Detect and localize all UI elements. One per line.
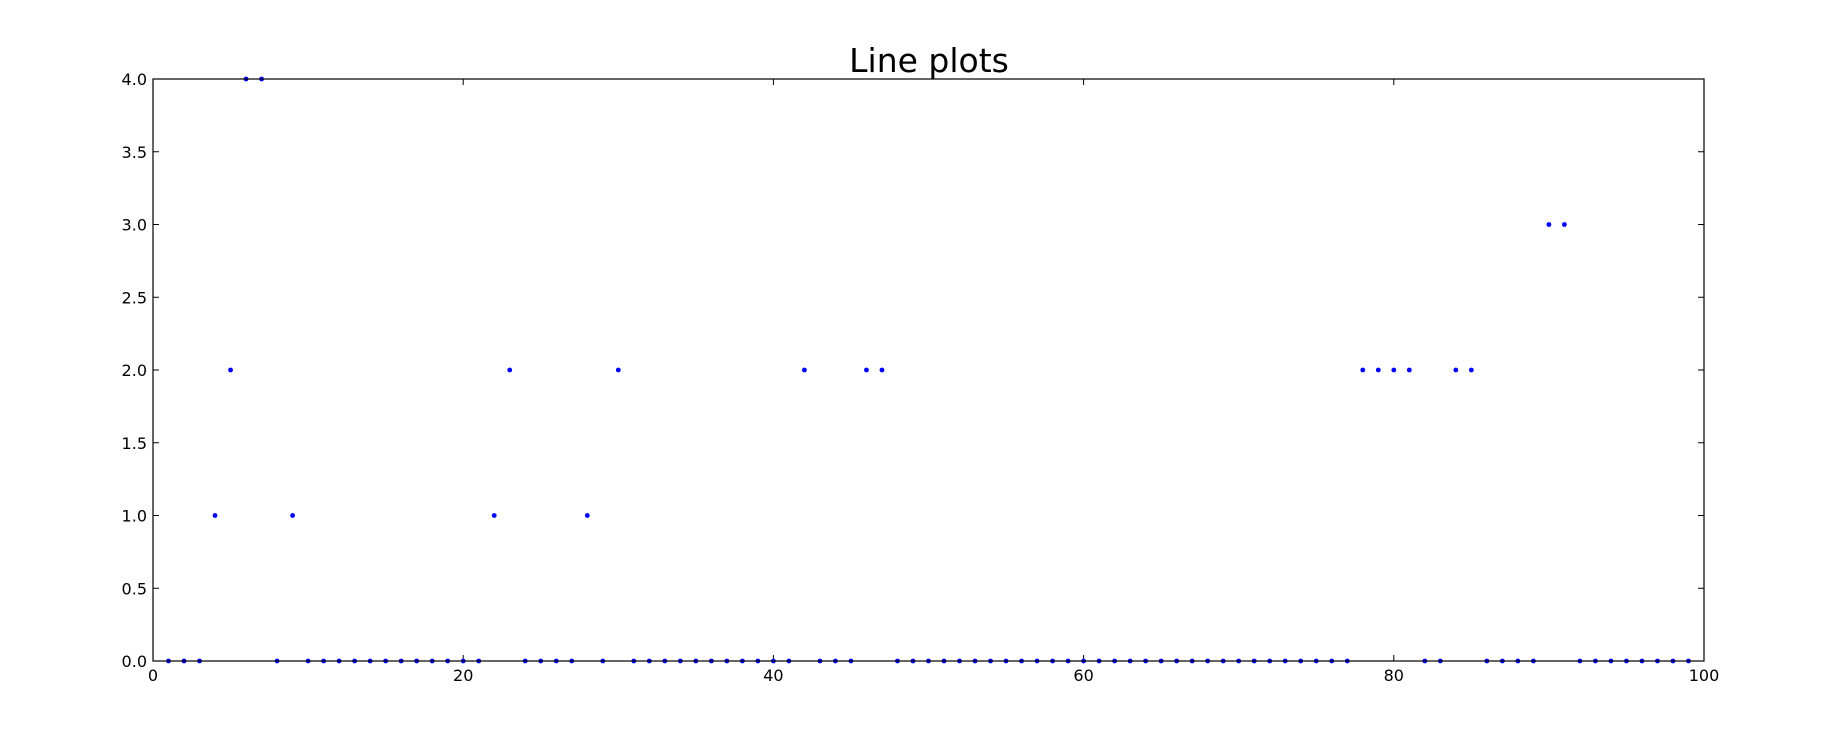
data-point [1546, 222, 1552, 227]
y-tick-label: 1.5 [122, 434, 147, 453]
data-point [879, 367, 885, 373]
data-point [491, 513, 497, 518]
data-point [615, 367, 621, 373]
y-axis: 0.0 0.5 1.0 1.5 2.0 2.5 3.0 3.5 4.0 [122, 70, 1704, 671]
data-point [290, 513, 295, 518]
data-point [1468, 367, 1474, 373]
plot-area-frame [152, 78, 1705, 662]
y-tick-label: 0.5 [122, 579, 147, 598]
data-point [1391, 367, 1397, 373]
y-tick-label: 1.0 [122, 507, 147, 526]
x-tick-label: 20 [453, 666, 473, 685]
data-point [507, 367, 513, 373]
y-tick-label: 2.5 [122, 288, 147, 307]
data-point [864, 367, 869, 373]
data-point [1453, 367, 1459, 373]
x-axis: 0 20 40 60 80 100 [148, 79, 1719, 685]
y-tick-label: 3.5 [122, 143, 147, 162]
data-point [1562, 222, 1567, 227]
data-points [166, 76, 1691, 664]
data-point [1406, 367, 1412, 373]
x-tick-label: 80 [1384, 666, 1404, 685]
data-point [1375, 367, 1381, 373]
data-point [228, 367, 233, 373]
chart-title: Line plots [849, 41, 1009, 80]
x-tick-label: 60 [1073, 666, 1093, 685]
y-tick-label: 0.0 [122, 652, 147, 671]
y-tick-label: 3.0 [122, 216, 147, 235]
x-tick-label: 0 [148, 666, 158, 685]
data-point [212, 513, 218, 518]
y-tick-label: 4.0 [122, 70, 147, 89]
x-tick-label: 100 [1689, 666, 1720, 685]
data-point [584, 513, 590, 518]
data-point [1360, 367, 1366, 373]
x-tick-label: 40 [763, 666, 783, 685]
y-tick-label: 2.0 [122, 361, 147, 380]
data-point [802, 367, 807, 373]
